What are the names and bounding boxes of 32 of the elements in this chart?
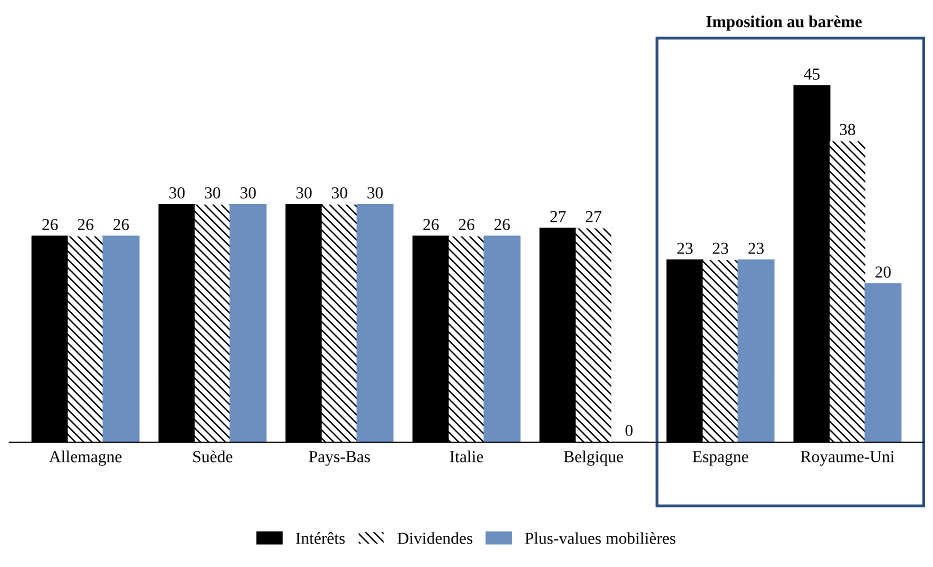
x-tick-label: Belgique [564,450,623,466]
data-label: 30 [240,187,256,198]
x-tick-label: Royaume-Uni [800,451,894,466]
x-tick-label: Suède [193,450,232,462]
legend-label: Dividendes [397,532,472,544]
data-label: 23 [712,242,728,254]
legend-label: Intérêts [296,532,345,544]
data-label: 30 [368,187,383,198]
data-label: 30 [169,187,185,198]
x-tick-label: Allemagne [49,450,122,466]
data-label: 20 [875,266,891,278]
data-label: 26 [494,218,510,230]
data-label: 27 [550,211,566,222]
data-label: 45 [804,68,820,80]
x-tick-label: Pays-Bas [308,451,370,466]
legend-label: Plus-values mobilières [525,532,676,544]
data-label: 26 [458,218,474,230]
data-label: 23 [677,242,693,254]
data-label: 30 [296,187,312,198]
data-label: 27 [586,211,602,222]
text: Imposition au barème [706,15,862,31]
x-tick-label: Italie [450,450,484,462]
data-label: 23 [748,242,764,254]
data-label: 26 [423,218,439,230]
data-label: 0 [626,424,633,436]
data-label: 26 [78,218,94,230]
data-label: 38 [840,124,856,136]
data-label: 26 [113,218,129,230]
data-label: 26 [42,218,58,230]
data-label: 30 [332,187,348,198]
x-tick-label: Espagne [692,451,748,466]
data-label: 30 [204,187,220,198]
